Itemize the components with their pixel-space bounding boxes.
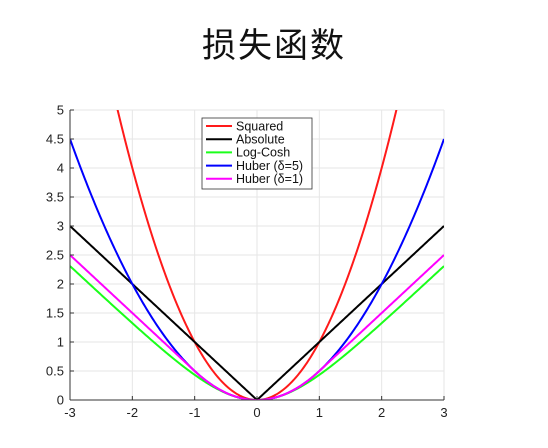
x-tick-label: -3: [64, 405, 76, 420]
y-tick-label: 1.5: [46, 306, 64, 321]
series-line-huber-5: [70, 138, 444, 400]
x-tick-label: 3: [440, 405, 447, 420]
axes: -3 -2 -1 0 1 2 3 0 0.5 1 1.5 2 2.5 3 3.5 4 4.5 5: [46, 103, 448, 421]
y-tick-label: 0.5: [46, 364, 64, 379]
x-tick-label: -1: [189, 405, 201, 420]
y-tick-label: 1: [57, 335, 64, 350]
page-title: 损失函数: [202, 26, 346, 66]
y-tick-label: 3.5: [46, 190, 64, 205]
y-tick-label: 5: [57, 103, 64, 118]
series-line-log-cosh: [70, 265, 444, 400]
legend-label: Huber (δ=1): [236, 172, 303, 186]
legend-box: [201, 117, 313, 190]
y-tick-label: 0: [57, 393, 64, 408]
series-line-huber-1: [70, 254, 444, 400]
x-tick-label: -2: [127, 405, 139, 420]
series-line-squared: [116, 110, 398, 400]
legend-label: Absolute: [236, 133, 285, 147]
legend-label: Log-Cosh: [236, 146, 290, 160]
y-tick-label: 3: [57, 219, 64, 234]
legend-label: Squared: [236, 119, 283, 133]
series-lines: [70, 110, 444, 400]
y-tick-label: 4: [57, 161, 64, 176]
y-tick-label: 2.5: [46, 248, 64, 263]
x-tick-label: 1: [316, 405, 323, 420]
x-tick-label: 0: [253, 405, 260, 420]
legend-label: Huber (δ=5): [236, 159, 303, 173]
y-tick-label: 2: [57, 277, 64, 292]
x-tick-label: 2: [378, 405, 385, 420]
y-tick-label: 4.5: [46, 132, 64, 147]
